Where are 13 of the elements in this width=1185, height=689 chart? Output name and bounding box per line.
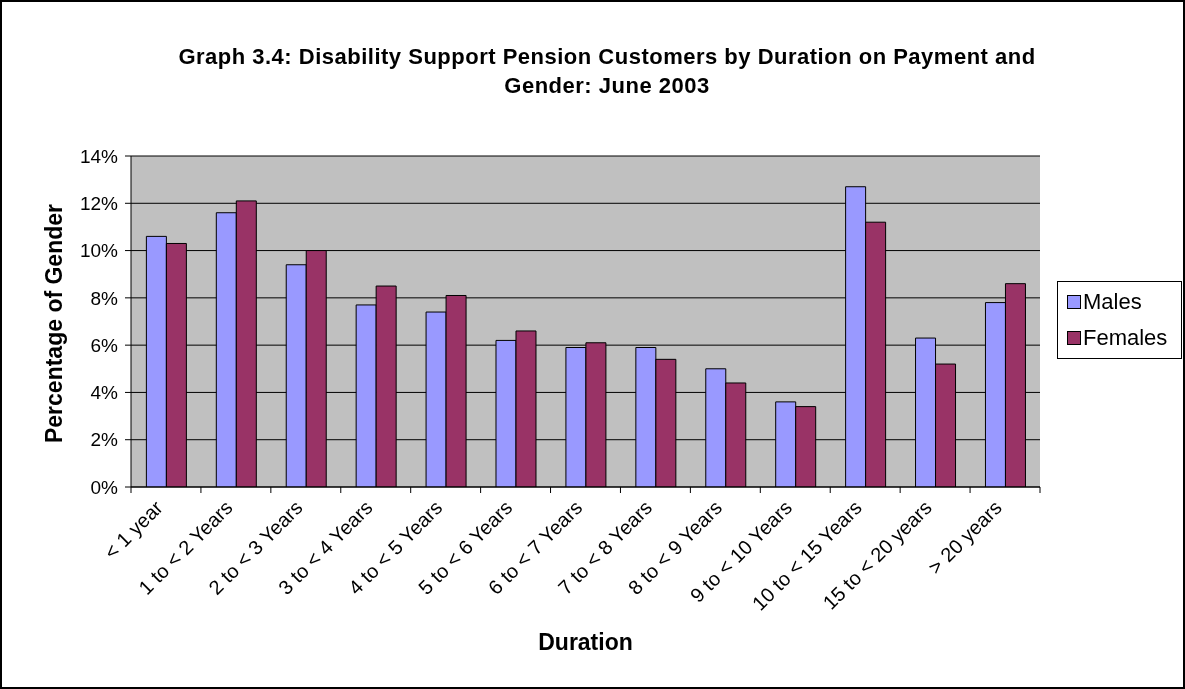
y-tick-label: 10%	[79, 240, 119, 262]
y-tick-label: 4%	[90, 382, 119, 404]
y-tick-label: 0%	[90, 476, 119, 498]
y-tick-label: 6%	[90, 334, 119, 356]
y-tick-label: 2%	[90, 429, 119, 451]
y-tick-label: 8%	[90, 287, 119, 309]
y-tick-label: 14%	[79, 145, 119, 167]
y-axis-title: Percentage of Gender	[41, 203, 67, 444]
x-axis-title: Duration	[538, 629, 633, 655]
y-tick-label: 12%	[79, 193, 119, 215]
legend-label: Males	[1083, 288, 1142, 315]
chart-title: Graph 3.4: Disability Support Pension Customers by Duration on Payment and Gender: June 2003	[177, 43, 1037, 100]
legend-label: Females	[1083, 324, 1168, 351]
